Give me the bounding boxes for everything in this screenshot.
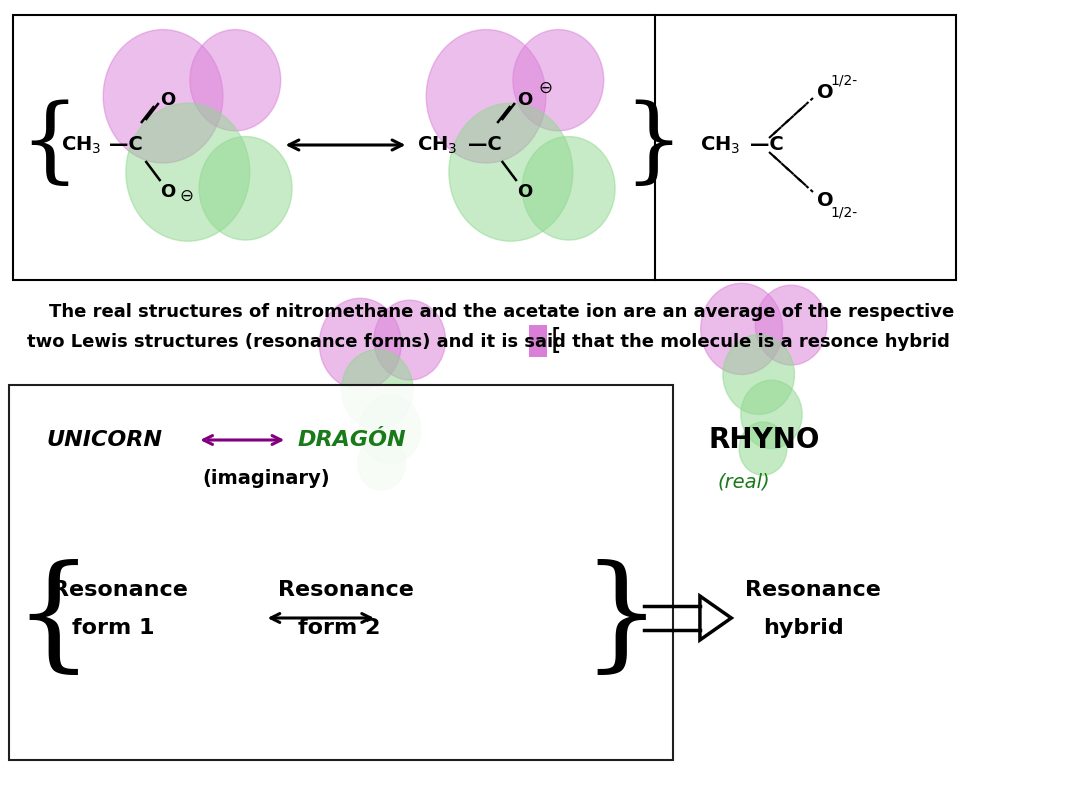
Text: CH$_3$: CH$_3$ xyxy=(60,134,102,156)
Text: two Lewis structures (resonance forms) and it is said that the molecule is a res: two Lewis structures (resonance forms) a… xyxy=(27,333,949,351)
Text: O: O xyxy=(517,91,532,109)
Circle shape xyxy=(739,422,787,475)
Text: DRAGÓN: DRAGÓN xyxy=(298,430,406,450)
Text: [: [ xyxy=(551,327,562,355)
Circle shape xyxy=(701,284,783,374)
Text: {: { xyxy=(13,560,93,680)
Text: }: } xyxy=(623,100,684,190)
Text: The real structures of nitromethane and the acetate ion are an average of the re: The real structures of nitromethane and … xyxy=(50,303,955,321)
Circle shape xyxy=(513,30,604,130)
Text: O: O xyxy=(160,91,175,109)
Text: form 2: form 2 xyxy=(298,618,380,638)
Text: {: { xyxy=(19,100,80,190)
Circle shape xyxy=(427,30,546,163)
Text: }: } xyxy=(581,560,661,680)
Text: Resonance: Resonance xyxy=(52,580,188,600)
Text: O: O xyxy=(816,83,833,101)
Circle shape xyxy=(104,30,222,163)
Circle shape xyxy=(523,137,616,240)
Circle shape xyxy=(741,380,802,449)
Text: RHYNO: RHYNO xyxy=(708,426,821,454)
Bar xyxy=(529,325,548,357)
Circle shape xyxy=(190,30,281,130)
Text: Resonance: Resonance xyxy=(279,580,414,600)
Text: UNICORN: UNICORN xyxy=(46,430,163,450)
Circle shape xyxy=(199,137,292,240)
Text: —C: —C xyxy=(751,135,784,155)
Circle shape xyxy=(320,298,401,390)
Text: Resonance: Resonance xyxy=(745,580,880,600)
Circle shape xyxy=(357,437,405,490)
Circle shape xyxy=(360,395,421,463)
Circle shape xyxy=(341,350,414,429)
Text: CH$_3$: CH$_3$ xyxy=(417,134,458,156)
Text: ⊖: ⊖ xyxy=(539,79,552,97)
Text: hybrid: hybrid xyxy=(762,618,843,638)
Text: O: O xyxy=(160,183,175,201)
Circle shape xyxy=(449,103,572,241)
Text: O: O xyxy=(517,183,532,201)
Text: (imaginary): (imaginary) xyxy=(202,468,329,488)
Text: (real): (real) xyxy=(718,472,770,492)
Text: O: O xyxy=(816,190,833,210)
Text: 1/2-: 1/2- xyxy=(831,73,858,87)
Circle shape xyxy=(126,103,249,241)
Text: form 1: form 1 xyxy=(71,618,154,638)
Text: —C: —C xyxy=(469,135,502,155)
Text: —C: —C xyxy=(109,135,144,155)
Circle shape xyxy=(755,285,827,365)
Bar xyxy=(9,385,673,760)
Text: ⊖: ⊖ xyxy=(179,187,193,205)
Circle shape xyxy=(374,301,446,380)
Text: 1/2-: 1/2- xyxy=(831,205,858,219)
Bar xyxy=(13,15,956,280)
Circle shape xyxy=(723,335,795,415)
Text: CH$_3$: CH$_3$ xyxy=(700,134,740,156)
